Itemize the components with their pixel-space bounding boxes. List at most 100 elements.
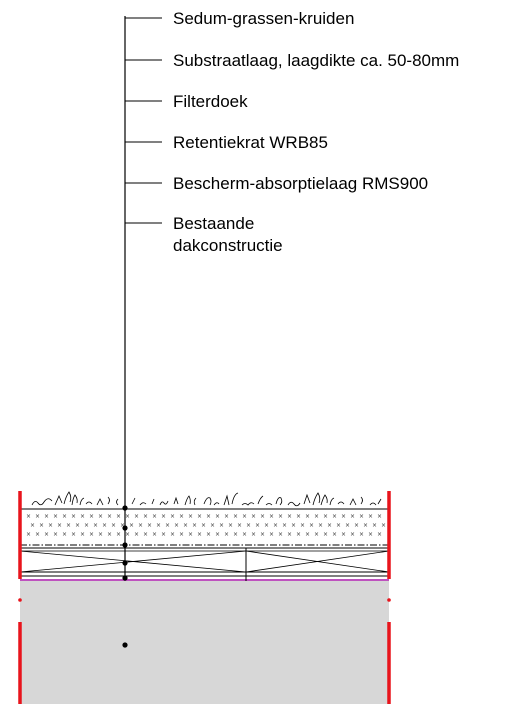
leader-dot-protection — [122, 575, 128, 581]
substrate-mark: × — [62, 531, 67, 538]
substrate-mark: × — [147, 522, 152, 529]
leader-dot-substrate — [122, 525, 128, 531]
substrate-mark: × — [138, 522, 143, 529]
sedum-vegetation — [31, 491, 382, 507]
substrate-mark: × — [39, 522, 44, 529]
substrate-mark: × — [332, 531, 337, 538]
substrate-mark: × — [179, 513, 184, 520]
substrate-mark: × — [120, 522, 125, 529]
substrate-mark: × — [156, 522, 161, 529]
substrate-mark: × — [192, 522, 197, 529]
substrate-mark: × — [125, 513, 130, 520]
substrate-mark: × — [372, 522, 377, 529]
substrate-mark: × — [323, 531, 328, 538]
substrate-mark: × — [210, 522, 215, 529]
substrate-mark: × — [93, 522, 98, 529]
substrate-mark: × — [134, 513, 139, 520]
leader-dot-filter — [122, 542, 128, 548]
substrate-mark: × — [152, 513, 157, 520]
substrate-mark: × — [143, 513, 148, 520]
substrate-mark: × — [179, 531, 184, 538]
substrate-mark: × — [242, 513, 247, 520]
substrate-mark: × — [170, 531, 175, 538]
retention-crate-layer — [19, 547, 390, 581]
label-sedum: Sedum-grassen-kruiden — [173, 9, 354, 28]
label-retention-crate: Retentiekrat WRB85 — [173, 133, 328, 152]
substrate-mark: × — [197, 513, 202, 520]
leader-dots — [122, 505, 128, 648]
substrate-mark: × — [197, 531, 202, 538]
substrate-mark: × — [71, 531, 76, 538]
substrate-mark: × — [188, 513, 193, 520]
substrate-mark: × — [336, 522, 341, 529]
leader-dot-existing-roof — [122, 642, 128, 648]
label-filter-cloth: Filterdoek — [173, 92, 248, 111]
substrate-mark: × — [116, 513, 121, 520]
substrate-mark: × — [26, 513, 31, 520]
substrate-mark: × — [269, 513, 274, 520]
substrate-mark: × — [53, 531, 58, 538]
substrate-mark: × — [237, 522, 242, 529]
label-existing-roof-line1: Bestaande — [173, 214, 254, 233]
substrate-mark: × — [44, 531, 49, 538]
right-edge-dot — [387, 598, 391, 602]
substrate-mark: × — [255, 522, 260, 529]
substrate-mark: × — [183, 522, 188, 529]
substrate-mark: × — [287, 531, 292, 538]
substrate-mark: × — [314, 531, 319, 538]
existing-roof-construction — [20, 581, 389, 704]
substrate-mark: × — [107, 531, 112, 538]
substrate-mark: × — [314, 513, 319, 520]
substrate-mark: × — [363, 522, 368, 529]
substrate-mark: × — [170, 513, 175, 520]
substrate-mark: × — [368, 531, 373, 538]
substrate-mark: × — [111, 522, 116, 529]
substrate-mark: × — [75, 522, 80, 529]
substrate-mark: × — [246, 522, 251, 529]
substrate-mark: × — [219, 522, 224, 529]
substrate-mark: × — [291, 522, 296, 529]
substrate-mark: × — [233, 513, 238, 520]
protection-layer — [20, 571, 389, 577]
substrate-mark: × — [327, 522, 332, 529]
substrate-mark: × — [98, 513, 103, 520]
substrate-mark: × — [80, 513, 85, 520]
substrate-mark: × — [359, 531, 364, 538]
substrate-mark: × — [35, 531, 40, 538]
substrate-mark: × — [251, 513, 256, 520]
substrate-mark: × — [201, 522, 206, 529]
substrate-mark: × — [107, 513, 112, 520]
substrate-mark: × — [305, 531, 310, 538]
substrate-mark: × — [260, 531, 265, 538]
substrate-mark: × — [269, 531, 274, 538]
substrate-mark: × — [278, 531, 283, 538]
substrate-mark: × — [174, 522, 179, 529]
substrate-mark: × — [89, 531, 94, 538]
substrate-mark: × — [242, 531, 247, 538]
leader-dot-sedum — [122, 505, 128, 511]
substrate-mark: × — [251, 531, 256, 538]
substrate-mark: × — [206, 531, 211, 538]
substrate-mark: × — [57, 522, 62, 529]
substrate-mark: × — [300, 522, 305, 529]
substrate-mark: × — [188, 531, 193, 538]
substrate-mark: × — [381, 522, 386, 529]
substrate-mark: × — [161, 513, 166, 520]
substrate-mark: × — [129, 522, 134, 529]
substrate-mark: × — [350, 513, 355, 520]
substrate-mark: × — [350, 531, 355, 538]
substrate-mark: × — [66, 522, 71, 529]
substrate-mark: × — [134, 531, 139, 538]
substrate-mark: × — [359, 513, 364, 520]
substrate-mark: × — [278, 513, 283, 520]
substrate-mark: × — [354, 522, 359, 529]
substrate-mark: × — [273, 522, 278, 529]
left-edge-dot — [18, 598, 22, 602]
substrate-mark: × — [309, 522, 314, 529]
substrate-mark: × — [228, 522, 233, 529]
substrate-mark: × — [264, 522, 269, 529]
substrate-mark: × — [282, 522, 287, 529]
callout-labels: Sedum-grassen-kruiden Substraatlaag, laa… — [125, 9, 459, 255]
substrate-mark: × — [98, 531, 103, 538]
substrate-mark: × — [345, 522, 350, 529]
